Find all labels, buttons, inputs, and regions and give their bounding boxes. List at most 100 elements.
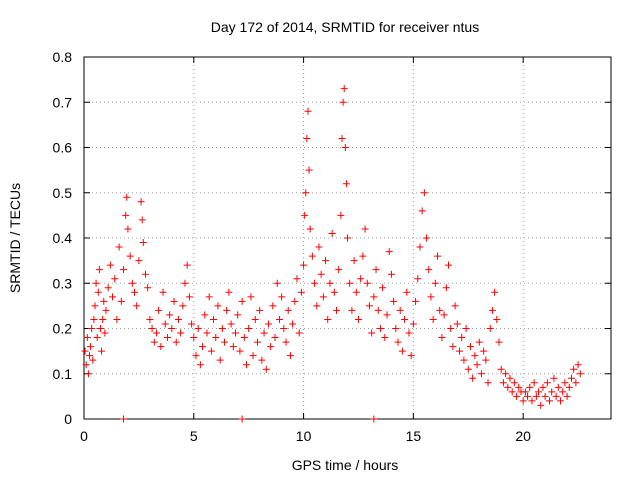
data-point (337, 211, 345, 219)
data-point (172, 338, 180, 346)
data-point (556, 397, 564, 405)
data-point (227, 320, 235, 328)
data-point (117, 297, 125, 305)
data-point (280, 325, 288, 332)
data-point (370, 293, 378, 301)
data-point (161, 320, 169, 328)
data-point (524, 392, 532, 400)
data-point (427, 293, 435, 301)
data-point (482, 356, 490, 364)
data-point (359, 252, 367, 260)
data-point (128, 279, 136, 287)
data-point (262, 365, 270, 373)
data-point (563, 392, 571, 400)
data-point (506, 374, 514, 382)
data-point (460, 356, 468, 364)
data-point (352, 288, 360, 296)
data-point (185, 293, 193, 301)
data-point (339, 98, 347, 106)
data-point (572, 379, 580, 387)
data-point (251, 315, 259, 323)
data-point (163, 334, 171, 342)
data-point (453, 320, 461, 328)
data-point (157, 343, 165, 351)
data-point (488, 306, 496, 314)
data-point (223, 306, 231, 314)
data-point (455, 347, 463, 355)
data-point (236, 347, 244, 355)
data-point (338, 134, 346, 142)
data-points (81, 85, 584, 423)
data-point (196, 361, 204, 369)
data-point (409, 320, 417, 328)
y-tick-label: 0.6 (53, 140, 73, 156)
data-point (416, 243, 424, 251)
data-point (567, 374, 575, 382)
data-point (574, 361, 582, 369)
data-point (330, 288, 338, 296)
data-point (372, 266, 380, 274)
data-point (122, 211, 130, 219)
data-point (89, 356, 97, 364)
x-tick-label: 15 (406, 428, 422, 444)
data-point (98, 347, 106, 355)
data-point (225, 288, 233, 296)
data-point (458, 334, 466, 342)
data-point (190, 334, 198, 342)
data-point (221, 338, 229, 346)
data-point (256, 306, 264, 314)
data-point (232, 329, 240, 337)
data-point (434, 252, 442, 260)
data-point (473, 361, 481, 369)
data-point (344, 234, 351, 242)
data-point (101, 329, 109, 337)
data-point (286, 352, 294, 360)
data-point (464, 365, 472, 373)
data-point (535, 388, 543, 396)
data-point (135, 257, 143, 265)
y-tick-label: 0.7 (53, 94, 73, 110)
data-point (401, 315, 409, 323)
data-point (115, 243, 123, 251)
data-point (504, 383, 512, 391)
data-point (528, 397, 536, 405)
data-point (390, 297, 398, 305)
data-point (354, 315, 362, 323)
data-point (440, 311, 448, 319)
data-point (550, 374, 558, 382)
y-tick-label: 0.2 (53, 321, 73, 337)
data-point (418, 207, 426, 215)
data-point (554, 383, 562, 391)
data-point (368, 329, 376, 337)
data-point (87, 343, 95, 351)
data-point (181, 279, 189, 287)
data-point (179, 302, 187, 310)
data-point (133, 302, 141, 310)
data-point (253, 338, 261, 346)
data-point (508, 388, 516, 396)
data-point (319, 293, 327, 301)
data-point (194, 325, 202, 332)
x-tick-label: 10 (296, 428, 312, 444)
data-point (526, 383, 534, 391)
data-point (497, 365, 505, 373)
data-point (561, 379, 569, 387)
data-point (341, 144, 349, 151)
y-tick-label: 0.3 (53, 275, 73, 291)
data-point (324, 315, 332, 323)
data-point (297, 288, 305, 296)
data-point (469, 374, 477, 382)
data-point (565, 383, 573, 391)
data-point (271, 334, 279, 342)
data-point (83, 334, 91, 342)
data-point (141, 270, 149, 278)
data-point (431, 279, 439, 287)
data-point (363, 279, 371, 287)
x-axis-title: GPS time / hours (292, 457, 399, 473)
data-point (342, 180, 350, 188)
data-point (495, 338, 503, 346)
data-point (532, 392, 540, 400)
data-point (315, 243, 323, 251)
data-point (90, 315, 98, 323)
data-point (462, 325, 470, 332)
